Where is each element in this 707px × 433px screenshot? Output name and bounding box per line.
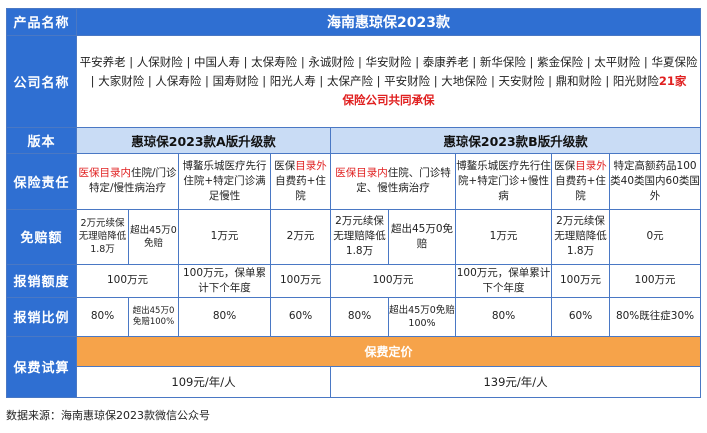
row-deductible: 免赔额 2万元续保无理赔降低1.8万 超出45万0免赔 1万元 2万元 2万元续… [6, 208, 702, 265]
company-list-cell: 平安养老 | 人保财险 | 中国人寿 | 太保寿险 | 永诚财险 | 华安财险 … [75, 34, 702, 128]
coverage-b3-text: 自费药+住院 [555, 174, 606, 202]
ratio-a2: 超出45万0免赔100% [128, 296, 179, 337]
limit-b1: 100万元 [330, 263, 456, 298]
ratio-b4: 60% [551, 296, 610, 337]
label-premium: 保费试算 [6, 335, 77, 399]
coverage-a1-text: 住院/门诊特定/慢性病治疗 [88, 167, 177, 195]
company-count: 21家 [658, 73, 687, 88]
ratio-a1: 80% [76, 296, 129, 337]
ratio-a3: 80% [178, 296, 271, 337]
limit-b3: 100万元 [551, 263, 610, 298]
deductible-b5: 0元 [608, 208, 702, 265]
limit-b2: 100万元，保单累计下个年度 [455, 263, 552, 298]
coverage-b1: 医保目录内住院、门诊特定、慢性病治疗 [330, 153, 456, 210]
ratio-b2: 超出45万0免赔100% [388, 296, 456, 337]
premium-header: 保费定价 [75, 335, 702, 368]
deductible-a1: 2万元续保无理赔降低1.8万 [76, 208, 129, 265]
limit-a1: 100万元 [76, 263, 179, 298]
row-premium-header: 保费试算 保费定价 [6, 335, 702, 399]
deductible-a2: 超出45万0免赔 [128, 208, 179, 265]
row-product: 产品名称 海南惠琼保2023款 [6, 8, 702, 36]
label-version: 版本 [6, 126, 77, 155]
coverage-a3-highlight: 目录外 [295, 159, 327, 172]
ratio-b5: 80%既往症30% [608, 296, 702, 337]
coverage-b3-highlight: 目录外 [575, 159, 607, 172]
coverage-a2: 博鳌乐城医疗先行住院+特定门诊满足慢性 [178, 153, 271, 210]
deductible-a3: 1万元 [178, 208, 271, 265]
row-premium-values: 109元/年/人 139元/年/人 [7, 366, 702, 398]
ratio-b1: 80% [330, 296, 389, 337]
label-ratio: 报销比例 [6, 296, 77, 337]
row-ratio: 报销比例 80% 超出45万0免赔100% 80% 60% 80% 超出45万0… [6, 296, 702, 337]
comparison-table: 产品名称 海南惠琼保2023款 公司名称 平安养老 | 人保财险 | 中国人寿 … [6, 8, 702, 399]
coverage-a3-text: 自费药+住院 [275, 174, 326, 202]
deductible-b1: 2万元续保无理赔降低1.8万 [330, 208, 389, 265]
company-joint-note: 保险公司共同承保 [342, 92, 435, 107]
data-source: 数据来源：海南惠琼保2023款微信公众号 [6, 409, 210, 422]
limit-a3: 100万元 [270, 263, 331, 298]
version-b: 惠琼保2023款B版升级款 [329, 126, 702, 155]
label-company: 公司名称 [6, 34, 77, 128]
deductible-b2: 超出45万0免赔 [388, 208, 456, 265]
premium-a: 109元/年/人 [76, 366, 331, 398]
limit-b4: 100万元 [608, 263, 702, 298]
label-limit: 报销额度 [6, 263, 77, 298]
company-list: 平安养老 | 人保财险 | 中国人寿 | 太保寿险 | 永诚财险 | 华安财险 … [79, 54, 698, 88]
label-deductible: 免赔额 [6, 208, 77, 265]
row-limit: 报销额度 100万元 100万元，保单累计下个年度 100万元 100万元 10… [6, 263, 702, 298]
ratio-a4: 60% [270, 296, 331, 337]
label-product: 产品名称 [6, 8, 77, 36]
coverage-a3: 医保目录外自费药+住院 [270, 153, 331, 210]
deductible-b3: 1万元 [455, 208, 552, 265]
coverage-b3-pre: 医保 [554, 159, 576, 172]
coverage-a1-highlight: 医保目录内 [78, 167, 131, 180]
label-coverage: 保险责任 [6, 153, 77, 210]
row-coverage: 保险责任 医保目录内住院/门诊特定/慢性病治疗 博鳌乐城医疗先行住院+特定门诊满… [6, 153, 702, 210]
ratio-b3: 80% [455, 296, 552, 337]
row-company: 公司名称 平安养老 | 人保财险 | 中国人寿 | 太保寿险 | 永诚财险 | … [6, 34, 702, 128]
coverage-b2: 博鳌乐城医疗先行住院+特定门诊+慢性病 [455, 153, 552, 210]
premium-b: 139元/年/人 [329, 366, 702, 398]
coverage-a3-pre: 医保 [274, 159, 296, 172]
coverage-b3: 医保目录外自费药+住院 [551, 153, 610, 210]
limit-a2: 100万元，保单累计下个年度 [178, 263, 271, 298]
coverage-b1-text: 住院、门诊特定、慢性病治疗 [356, 167, 451, 195]
coverage-a1: 医保目录内住院/门诊特定/慢性病治疗 [76, 153, 179, 210]
row-version: 版本 惠琼保2023款A版升级款 惠琼保2023款B版升级款 [6, 126, 702, 155]
coverage-b4: 特定高额药品100类40类国内60类国外 [608, 153, 702, 210]
coverage-b1-highlight: 医保目录内 [335, 167, 388, 180]
deductible-b4: 2万元续保无理赔降低1.8万 [551, 208, 610, 265]
version-a: 惠琼保2023款A版升级款 [76, 126, 331, 155]
product-title: 海南惠琼保2023款 [75, 8, 702, 36]
deductible-a4: 2万元 [270, 208, 331, 265]
